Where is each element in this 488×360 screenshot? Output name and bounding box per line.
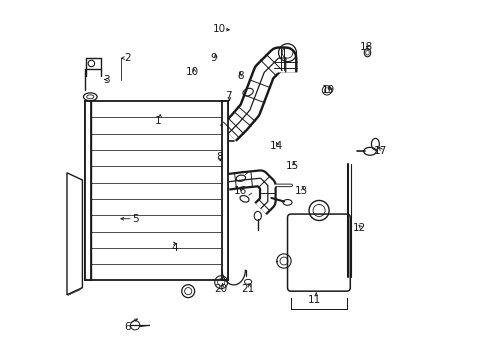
Text: 18: 18: [359, 42, 372, 52]
Text: 3: 3: [103, 75, 109, 85]
Text: 10: 10: [185, 67, 199, 77]
Text: 21: 21: [241, 284, 254, 294]
Text: 16: 16: [234, 186, 247, 196]
Bar: [85, 101, 91, 280]
Text: 8: 8: [216, 152, 222, 162]
Text: 12: 12: [352, 224, 365, 233]
Text: 8: 8: [237, 71, 244, 81]
Text: 17: 17: [373, 146, 386, 156]
Text: 6: 6: [124, 322, 131, 332]
Text: 14: 14: [269, 141, 283, 151]
Text: 19: 19: [322, 85, 335, 95]
Text: 2: 2: [124, 53, 131, 63]
Text: 13: 13: [295, 186, 308, 196]
Text: 20: 20: [214, 284, 227, 294]
Bar: [222, 101, 228, 280]
Text: 15: 15: [285, 161, 299, 171]
Bar: [85, 101, 228, 280]
Text: 7: 7: [224, 91, 231, 101]
Text: 9: 9: [210, 53, 217, 63]
Text: 10: 10: [212, 24, 225, 35]
Text: 1: 1: [154, 116, 161, 126]
Text: 5: 5: [132, 215, 138, 224]
Text: 4: 4: [171, 243, 178, 253]
Text: 11: 11: [307, 295, 321, 305]
